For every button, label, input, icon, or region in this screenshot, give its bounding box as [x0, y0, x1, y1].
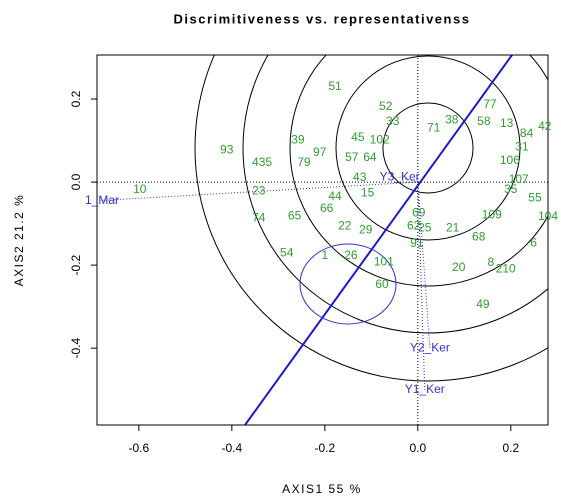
- genotype-label: 20: [452, 260, 466, 274]
- genotype-label: 1: [321, 248, 328, 262]
- genotype-label: 10: [133, 182, 147, 196]
- genotype-label: 57: [345, 150, 359, 164]
- environment-vector: [399, 176, 418, 183]
- genotype-label: 39: [291, 132, 305, 146]
- genotype-label: 55: [528, 190, 542, 204]
- chart-title: Discrimitiveness vs. representativenss: [174, 11, 471, 26]
- ring: [289, 55, 548, 287]
- x-tick-label: 0.2: [502, 441, 519, 455]
- genotype-label: 62: [407, 218, 421, 232]
- aea-axis: [244, 55, 513, 425]
- plot-frame: [96, 54, 549, 426]
- x-tick-label: 0.0: [409, 441, 426, 455]
- genotype-label: 101: [374, 254, 394, 268]
- ideal-circle: [299, 243, 397, 325]
- environment-vector: [417, 182, 431, 349]
- genotype-label: 64: [363, 150, 377, 164]
- ring: [382, 102, 474, 194]
- ring: [335, 55, 521, 241]
- genotype-label: 68: [472, 229, 486, 243]
- genotype-label: 15: [361, 185, 375, 199]
- genotype-label: 71: [427, 120, 441, 134]
- x-tick-label: -0.2: [314, 441, 335, 455]
- genotype-label: 31: [515, 139, 529, 153]
- genotype-label: 79: [297, 155, 311, 169]
- genotype-label: 6: [530, 235, 537, 249]
- genotype-label: 210: [496, 261, 516, 275]
- genotype-label: 51: [328, 79, 342, 93]
- rings: [194, 55, 548, 425]
- y-tick-label: 0.2: [69, 90, 83, 107]
- genotype-label: 23: [252, 183, 266, 197]
- y-tick-label: 0.0: [69, 173, 83, 190]
- genotype-label: 29: [359, 222, 373, 236]
- genotype-label: 74: [252, 210, 266, 224]
- genotype-label: 106: [500, 153, 520, 167]
- environment-label: Y2_Ker: [410, 340, 450, 354]
- genotype-label: 435: [252, 155, 272, 169]
- genotype-label: 44: [328, 189, 342, 203]
- genotype-label: 77: [483, 97, 497, 111]
- genotype-label: 54: [280, 245, 294, 259]
- x-axis-label: AXIS1 55 %: [282, 482, 362, 496]
- genotype-label: 33: [386, 114, 400, 128]
- genotype-label: 21: [446, 220, 460, 234]
- genotype-label: 35: [504, 182, 518, 196]
- genotype-label: 66: [320, 201, 334, 215]
- ring: [242, 55, 548, 334]
- genotype-label: 38: [445, 112, 459, 126]
- genotype-label: 93: [220, 142, 234, 156]
- genotype-label: 97: [313, 145, 327, 159]
- y-tick-label: -0.4: [69, 338, 83, 359]
- genotype-label: 13: [500, 116, 514, 130]
- genotype-label: 26: [344, 248, 358, 262]
- genotype-label: 22: [338, 218, 352, 232]
- genotype-label: 25: [418, 220, 432, 234]
- genotype-label: 104: [538, 209, 558, 223]
- x-tick-label: -0.6: [129, 441, 150, 455]
- genotype-label: 107: [509, 172, 529, 186]
- genotype-label: 49: [476, 297, 490, 311]
- genotype-label: 91: [410, 236, 424, 250]
- y-tick-label: -0.2: [69, 254, 83, 275]
- genotype-label: 8: [487, 255, 494, 269]
- genotype-label: 58: [477, 114, 491, 128]
- genotype-label: 84: [520, 126, 534, 140]
- environment-vector: [96, 181, 418, 202]
- genotype-label: 60: [375, 277, 389, 291]
- environment-label: 1_Mar: [85, 193, 119, 207]
- genotype-label: 109: [482, 207, 502, 221]
- genotype-label: 45: [351, 130, 365, 144]
- genotype-label: 43: [353, 170, 367, 184]
- environment-label: Y3_Ker: [380, 169, 420, 183]
- y-axis-label: AXIS2 21.2 %: [12, 194, 26, 287]
- genotype-label: 102: [370, 132, 390, 146]
- genotype-label: 65: [288, 208, 302, 222]
- environment-label: Y1_Ker: [405, 382, 445, 396]
- ring: [194, 55, 548, 382]
- genotype-label: 42: [538, 119, 552, 133]
- x-tick-label: -0.4: [221, 441, 242, 455]
- genotype-label: 52: [379, 99, 393, 113]
